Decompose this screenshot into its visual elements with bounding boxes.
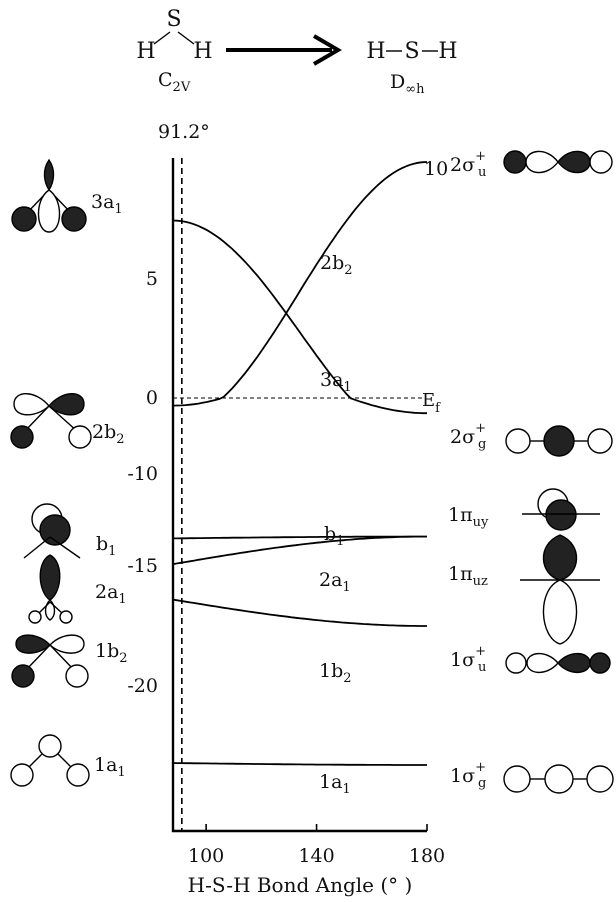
svg-text:1σ+g: 1σ+ g: [450, 760, 486, 791]
linear-molecule-h-right: H: [438, 39, 457, 64]
svg-text:1πuy: 1πuy: [448, 504, 489, 530]
y-tick-label: 10: [424, 158, 448, 180]
svg-text:1πuz: 1πuz: [448, 563, 488, 589]
bent-bond-right: [177, 31, 195, 45]
svg-text:1b2: 1b2: [95, 640, 128, 666]
point-group-c2v: C2V: [158, 69, 191, 95]
svg-text:2a1: 2a1: [95, 581, 127, 607]
linear-molecule-s: S: [404, 39, 419, 64]
bent-molecule-s: S: [166, 7, 181, 32]
curve-label-3a1: 3a1: [320, 369, 352, 395]
svg-text:3a1: 3a1: [91, 191, 123, 217]
y-tick-label: -10: [127, 463, 158, 485]
left-orbital-2b2: 2b2: [10, 393, 125, 449]
curve-label-b1: b1: [324, 523, 344, 549]
right-orbital-1sigma-u: 1σ+ u: [450, 644, 611, 675]
curve-label-1b2: 1b2: [319, 660, 352, 686]
right-orbital-1sigma-g: 1σ+ g: [450, 760, 614, 794]
left-orbital-2a1: 2a1: [28, 554, 127, 624]
left-orbital-1b2: 1b2: [11, 634, 128, 688]
y-tick-label: -15: [127, 555, 158, 577]
y-tick-label: -20: [127, 675, 158, 697]
svg-text:2b2: 2b2: [92, 421, 125, 447]
svg-text:1a1: 1a1: [94, 754, 126, 780]
bent-molecule-h-left: H: [136, 39, 155, 64]
bent-molecule-h-right: H: [193, 39, 212, 64]
curve-3a1: [172, 219, 427, 415]
right-orbital-2sigma-u: 2σ+ u: [450, 149, 613, 180]
orbital-curves: [172, 161, 428, 766]
y-tick-label: 5: [146, 268, 158, 290]
curve-2b2: [172, 161, 428, 407]
reference-angle-label: 91.2°: [158, 121, 210, 143]
curve-labels: 2b2 3a1 b1 2a1 1b2 1a1: [319, 252, 353, 797]
curve-2a1: [172, 535, 427, 566]
svg-text:1σ+u: 1σ+ u: [450, 644, 486, 675]
linear-molecule-h-left: H: [366, 39, 385, 64]
x-tick-label: 100: [188, 845, 224, 867]
right-orbital-1pi-uy: 1πuy: [448, 488, 600, 531]
right-orbital-2sigma-g: 2σ+ g: [450, 421, 613, 457]
header-reaction: S H H C2V H S H D∞h: [136, 7, 457, 97]
x-tick-label: 140: [298, 845, 334, 867]
curve-label-2a1: 2a1: [319, 569, 351, 595]
x-tick-label: 180: [409, 845, 445, 867]
reaction-arrow-head: [312, 34, 342, 66]
svg-text:2σ+u: 2σ+ u: [450, 149, 486, 180]
svg-text:b1: b1: [96, 533, 116, 559]
bent-bond-left: [153, 31, 171, 45]
curve-1a1: [172, 762, 427, 766]
left-orbital-1a1: 1a1: [10, 734, 126, 787]
left-orbital-3a1: 3a1: [11, 158, 123, 233]
left-orbital-b1: b1: [23, 503, 116, 559]
point-group-dinfh: D∞h: [390, 71, 425, 97]
fermi-level-label: Ef: [422, 390, 441, 416]
x-axis-ticks: 100 140 180: [188, 824, 445, 867]
right-orbital-1pi-uz: 1πuz: [448, 534, 600, 645]
svg-text:2σ+g: 2σ+ g: [450, 421, 486, 452]
x-axis-title: H-S-H Bond Angle (° ): [188, 873, 413, 897]
curve-label-1a1: 1a1: [319, 771, 351, 797]
curve-1b2: [172, 598, 427, 627]
curve-label-2b2: 2b2: [320, 252, 353, 278]
y-axis-ticks: 10 5 0 -10 -15 -20: [127, 158, 448, 697]
y-tick-label: 0: [146, 387, 158, 409]
